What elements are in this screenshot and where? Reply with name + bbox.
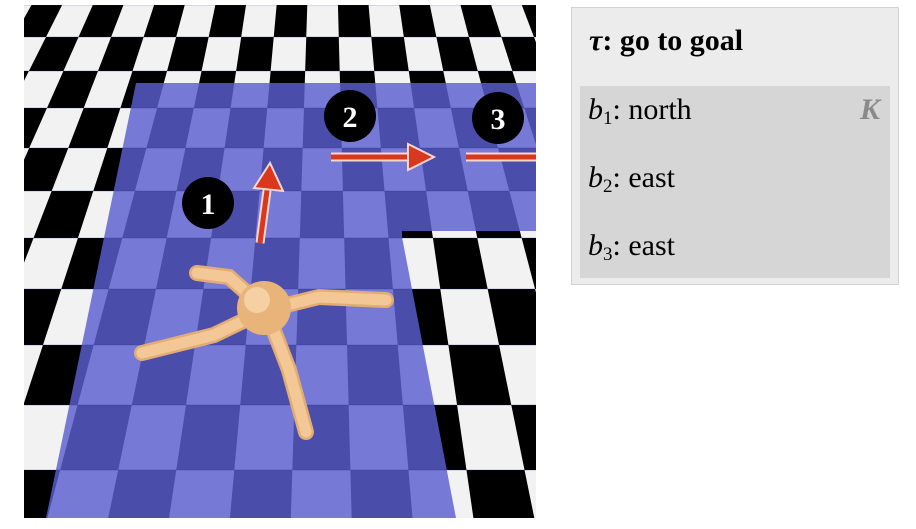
behavior-row-1: b1: north <box>588 93 692 130</box>
floor-tile <box>466 470 535 518</box>
step-badge-1: 1 <box>182 177 234 229</box>
floor-tile <box>432 238 488 289</box>
ant-agent <box>134 265 394 440</box>
floor-tile <box>399 5 437 37</box>
behavior-index: 3 <box>603 244 613 265</box>
floor-tile <box>436 37 478 71</box>
behavior-text: : east <box>612 229 675 262</box>
arrow-north <box>252 160 285 244</box>
task-panel: τ: go to goal K b1: north b2: east b3: e… <box>571 7 899 285</box>
task-text: : go to goal <box>602 24 744 57</box>
floor-tile <box>68 108 121 148</box>
floor-tile <box>24 289 62 345</box>
behavior-index: 2 <box>603 176 613 197</box>
behavior-row-2: b2: east <box>588 161 675 198</box>
floor-tile <box>511 405 536 470</box>
behavior-row-3: b3: east <box>588 229 675 266</box>
behavior-text: : north <box>612 93 692 126</box>
floor-tile <box>208 5 246 37</box>
floor-tile <box>371 37 409 71</box>
step-label-2: 2 <box>343 101 358 134</box>
behavior-symbol: b <box>588 161 603 194</box>
simulation-scene: 1 2 3 <box>24 5 536 518</box>
floor-tile <box>337 5 372 37</box>
floor-tile <box>487 289 536 345</box>
k-badge: K <box>859 93 880 126</box>
floor-tile <box>24 470 61 518</box>
behavior-index: 1 <box>603 108 613 129</box>
floor-tile <box>46 71 98 108</box>
floor-tile <box>143 5 185 37</box>
floor-tile <box>24 108 47 148</box>
behavior-symbol: b <box>588 93 603 126</box>
floor-tile <box>236 37 274 71</box>
floor-tile <box>273 5 308 37</box>
floor-tile <box>167 37 209 71</box>
floor-tile <box>448 345 512 405</box>
floor-tile <box>521 5 536 37</box>
floor-tile <box>28 37 79 71</box>
behavior-symbol: b <box>588 229 603 262</box>
overlay-grid <box>24 5 536 471</box>
step-label-1: 1 <box>201 188 216 221</box>
floor-tile <box>521 238 536 289</box>
behavior-list: K b1: north b2: east b3: east <box>580 86 890 278</box>
floor-tile <box>24 5 63 37</box>
floor-tile <box>460 5 502 37</box>
floor-tile <box>78 5 124 37</box>
floor-tile <box>24 148 69 191</box>
floor-tile <box>305 37 340 71</box>
step-badge-3: 3 <box>472 92 524 144</box>
floor-tile <box>33 191 94 238</box>
task-symbol: τ <box>589 24 603 57</box>
behavior-text: : east <box>612 161 675 194</box>
step-label-3: 3 <box>491 103 506 136</box>
arrow-east-1 <box>331 142 437 172</box>
task-title: τ: go to goal <box>589 24 743 58</box>
floor-tile <box>501 37 536 71</box>
floor-tile <box>24 71 29 81</box>
floor-tile <box>97 37 144 71</box>
step-badge-2: 2 <box>324 90 376 142</box>
scene-canvas: 1 2 3 <box>24 5 536 518</box>
